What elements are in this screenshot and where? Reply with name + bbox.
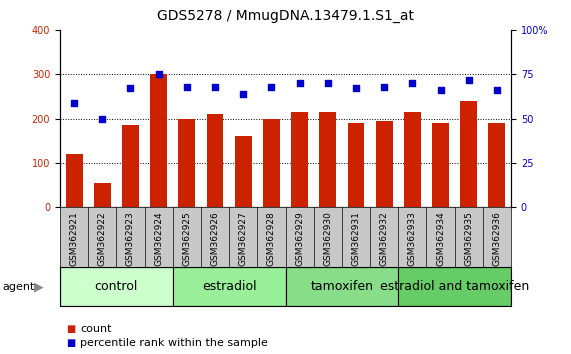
Text: control: control (95, 280, 138, 293)
Text: GSM362929: GSM362929 (295, 211, 304, 266)
Text: GSM362926: GSM362926 (211, 211, 219, 266)
Bar (376, 121, 393, 207)
Bar (94, 183, 111, 207)
Bar (489, 123, 505, 207)
Text: ▶: ▶ (34, 280, 43, 293)
Point (408, 80, 417, 86)
Point (380, 84, 389, 90)
Text: GSM362931: GSM362931 (352, 211, 360, 266)
Text: GSM362925: GSM362925 (182, 211, 191, 266)
Point (126, 86, 135, 91)
Bar (150, 74, 167, 207)
Bar (286, 267, 399, 306)
Text: GSM362935: GSM362935 (464, 211, 473, 266)
Bar (291, 112, 308, 207)
Point (70, 100, 79, 105)
Bar (404, 112, 421, 207)
Text: agent: agent (3, 282, 35, 292)
Point (211, 84, 220, 90)
Text: GSM362930: GSM362930 (323, 211, 332, 266)
Text: tamoxifen: tamoxifen (311, 280, 373, 293)
Text: GSM362932: GSM362932 (380, 211, 389, 266)
Bar (66, 154, 83, 207)
Text: GSM362936: GSM362936 (492, 211, 501, 266)
Bar (319, 112, 336, 207)
Point (492, 87, 501, 93)
Point (154, 72, 163, 77)
Point (98, 116, 107, 121)
Text: ■: ■ (66, 324, 75, 333)
Bar (207, 114, 223, 207)
Text: GSM362933: GSM362933 (408, 211, 417, 266)
Text: GSM362927: GSM362927 (239, 211, 248, 266)
Point (295, 80, 304, 86)
Bar (60, 267, 173, 306)
Text: ■: ■ (66, 338, 75, 348)
Point (351, 86, 360, 91)
Text: GSM362922: GSM362922 (98, 211, 107, 266)
Bar (399, 267, 511, 306)
Text: count: count (80, 324, 111, 333)
Text: GSM362923: GSM362923 (126, 211, 135, 266)
Text: GSM362921: GSM362921 (70, 211, 79, 266)
Point (323, 80, 332, 86)
Text: percentile rank within the sample: percentile rank within the sample (80, 338, 268, 348)
Text: estradiol and tamoxifen: estradiol and tamoxifen (380, 280, 529, 293)
Bar (178, 119, 195, 207)
Bar (173, 267, 286, 306)
Text: GSM362934: GSM362934 (436, 211, 445, 266)
Bar (235, 136, 252, 207)
Text: estradiol: estradiol (202, 280, 256, 293)
Bar (122, 125, 139, 207)
Point (267, 84, 276, 90)
Text: GDS5278 / MmugDNA.13479.1.S1_at: GDS5278 / MmugDNA.13479.1.S1_at (157, 9, 414, 23)
Point (436, 87, 445, 93)
Point (239, 91, 248, 97)
Text: GSM362924: GSM362924 (154, 211, 163, 266)
Bar (432, 123, 449, 207)
Text: GSM362928: GSM362928 (267, 211, 276, 266)
Point (182, 84, 191, 90)
Bar (460, 101, 477, 207)
Point (464, 77, 473, 82)
Bar (263, 119, 280, 207)
Bar (348, 123, 364, 207)
